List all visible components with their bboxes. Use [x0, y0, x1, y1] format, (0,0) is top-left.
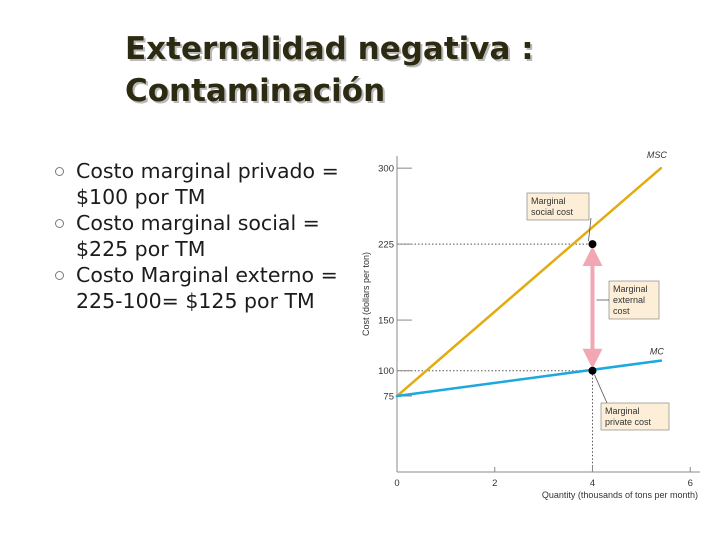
annotation-external-cost-text: cost: [613, 306, 630, 316]
annotation-private-cost-text: Marginal: [605, 406, 640, 416]
annotation-social-leader: [588, 217, 592, 242]
annotation-social-cost-box: [526, 192, 590, 221]
x-tick-label: 4: [590, 478, 595, 489]
annotation-private-leader: [594, 374, 608, 404]
annotation-external-cost-text: Marginal: [613, 284, 648, 294]
y-tick-label: 300: [378, 164, 394, 175]
slide-title: Externalidad negativa : Contaminación: [125, 28, 685, 112]
bullet-circle-icon: [55, 167, 64, 176]
bullet-item: Costo Marginal externo = 225-100= $125 p…: [52, 262, 342, 314]
x-axis-title: Quantity (thousands of tons per month): [542, 490, 698, 500]
y-tick-label: 100: [378, 366, 394, 377]
bullet-circle-icon: [55, 271, 64, 280]
bullet-list: Costo marginal privado = $100 por TM Cos…: [52, 158, 342, 314]
equilibrium-point: [588, 366, 597, 375]
y-axis-title: Cost (dollars per ton): [361, 252, 371, 336]
x-tick-label: 0: [394, 478, 399, 489]
y-tick-label: 150: [378, 316, 394, 327]
title-line-2: Contaminación: [125, 73, 386, 109]
reference-lines: [397, 243, 593, 472]
series-line-mc: [395, 359, 663, 398]
y-tick-label: 75: [383, 392, 394, 403]
bullet-text: Costo marginal social = $225 por TM: [76, 211, 320, 261]
x-tick-label: 2: [492, 478, 497, 489]
bullet-text: Costo marginal privado = $100 por TM: [76, 159, 339, 209]
axes: 75 100 150 225 300 0 2 4 6: [378, 156, 700, 489]
bullet-item: Costo marginal social = $225 por TM: [52, 210, 342, 262]
bullet-item: Costo marginal privado = $100 por TM: [52, 158, 342, 210]
annotation-social-cost-text: social cost: [531, 207, 574, 217]
title-line-1: Externalidad negativa :: [125, 31, 534, 67]
y-tick-label: 225: [378, 240, 394, 251]
series-line-msc: [395, 166, 663, 398]
series-label-msc: MSC: [647, 150, 668, 160]
bullet-circle-icon: [55, 219, 64, 228]
equilibrium-point: [588, 240, 597, 249]
x-tick-label: 6: [688, 478, 693, 489]
series-lines: MSC MC: [395, 150, 668, 398]
annotation-private-cost-box: [600, 402, 670, 431]
annotation-private-cost-text: private cost: [605, 417, 652, 427]
annotation-external-cost-text: external: [613, 295, 645, 305]
bullet-text: Costo Marginal externo = 225-100= $125 p…: [76, 263, 338, 313]
annotation-social-cost-text: Marginal: [531, 196, 566, 206]
axis-labels: Cost (dollars per ton) Quantity (thousand…: [361, 252, 698, 500]
series-label-mc: MC: [650, 347, 664, 357]
